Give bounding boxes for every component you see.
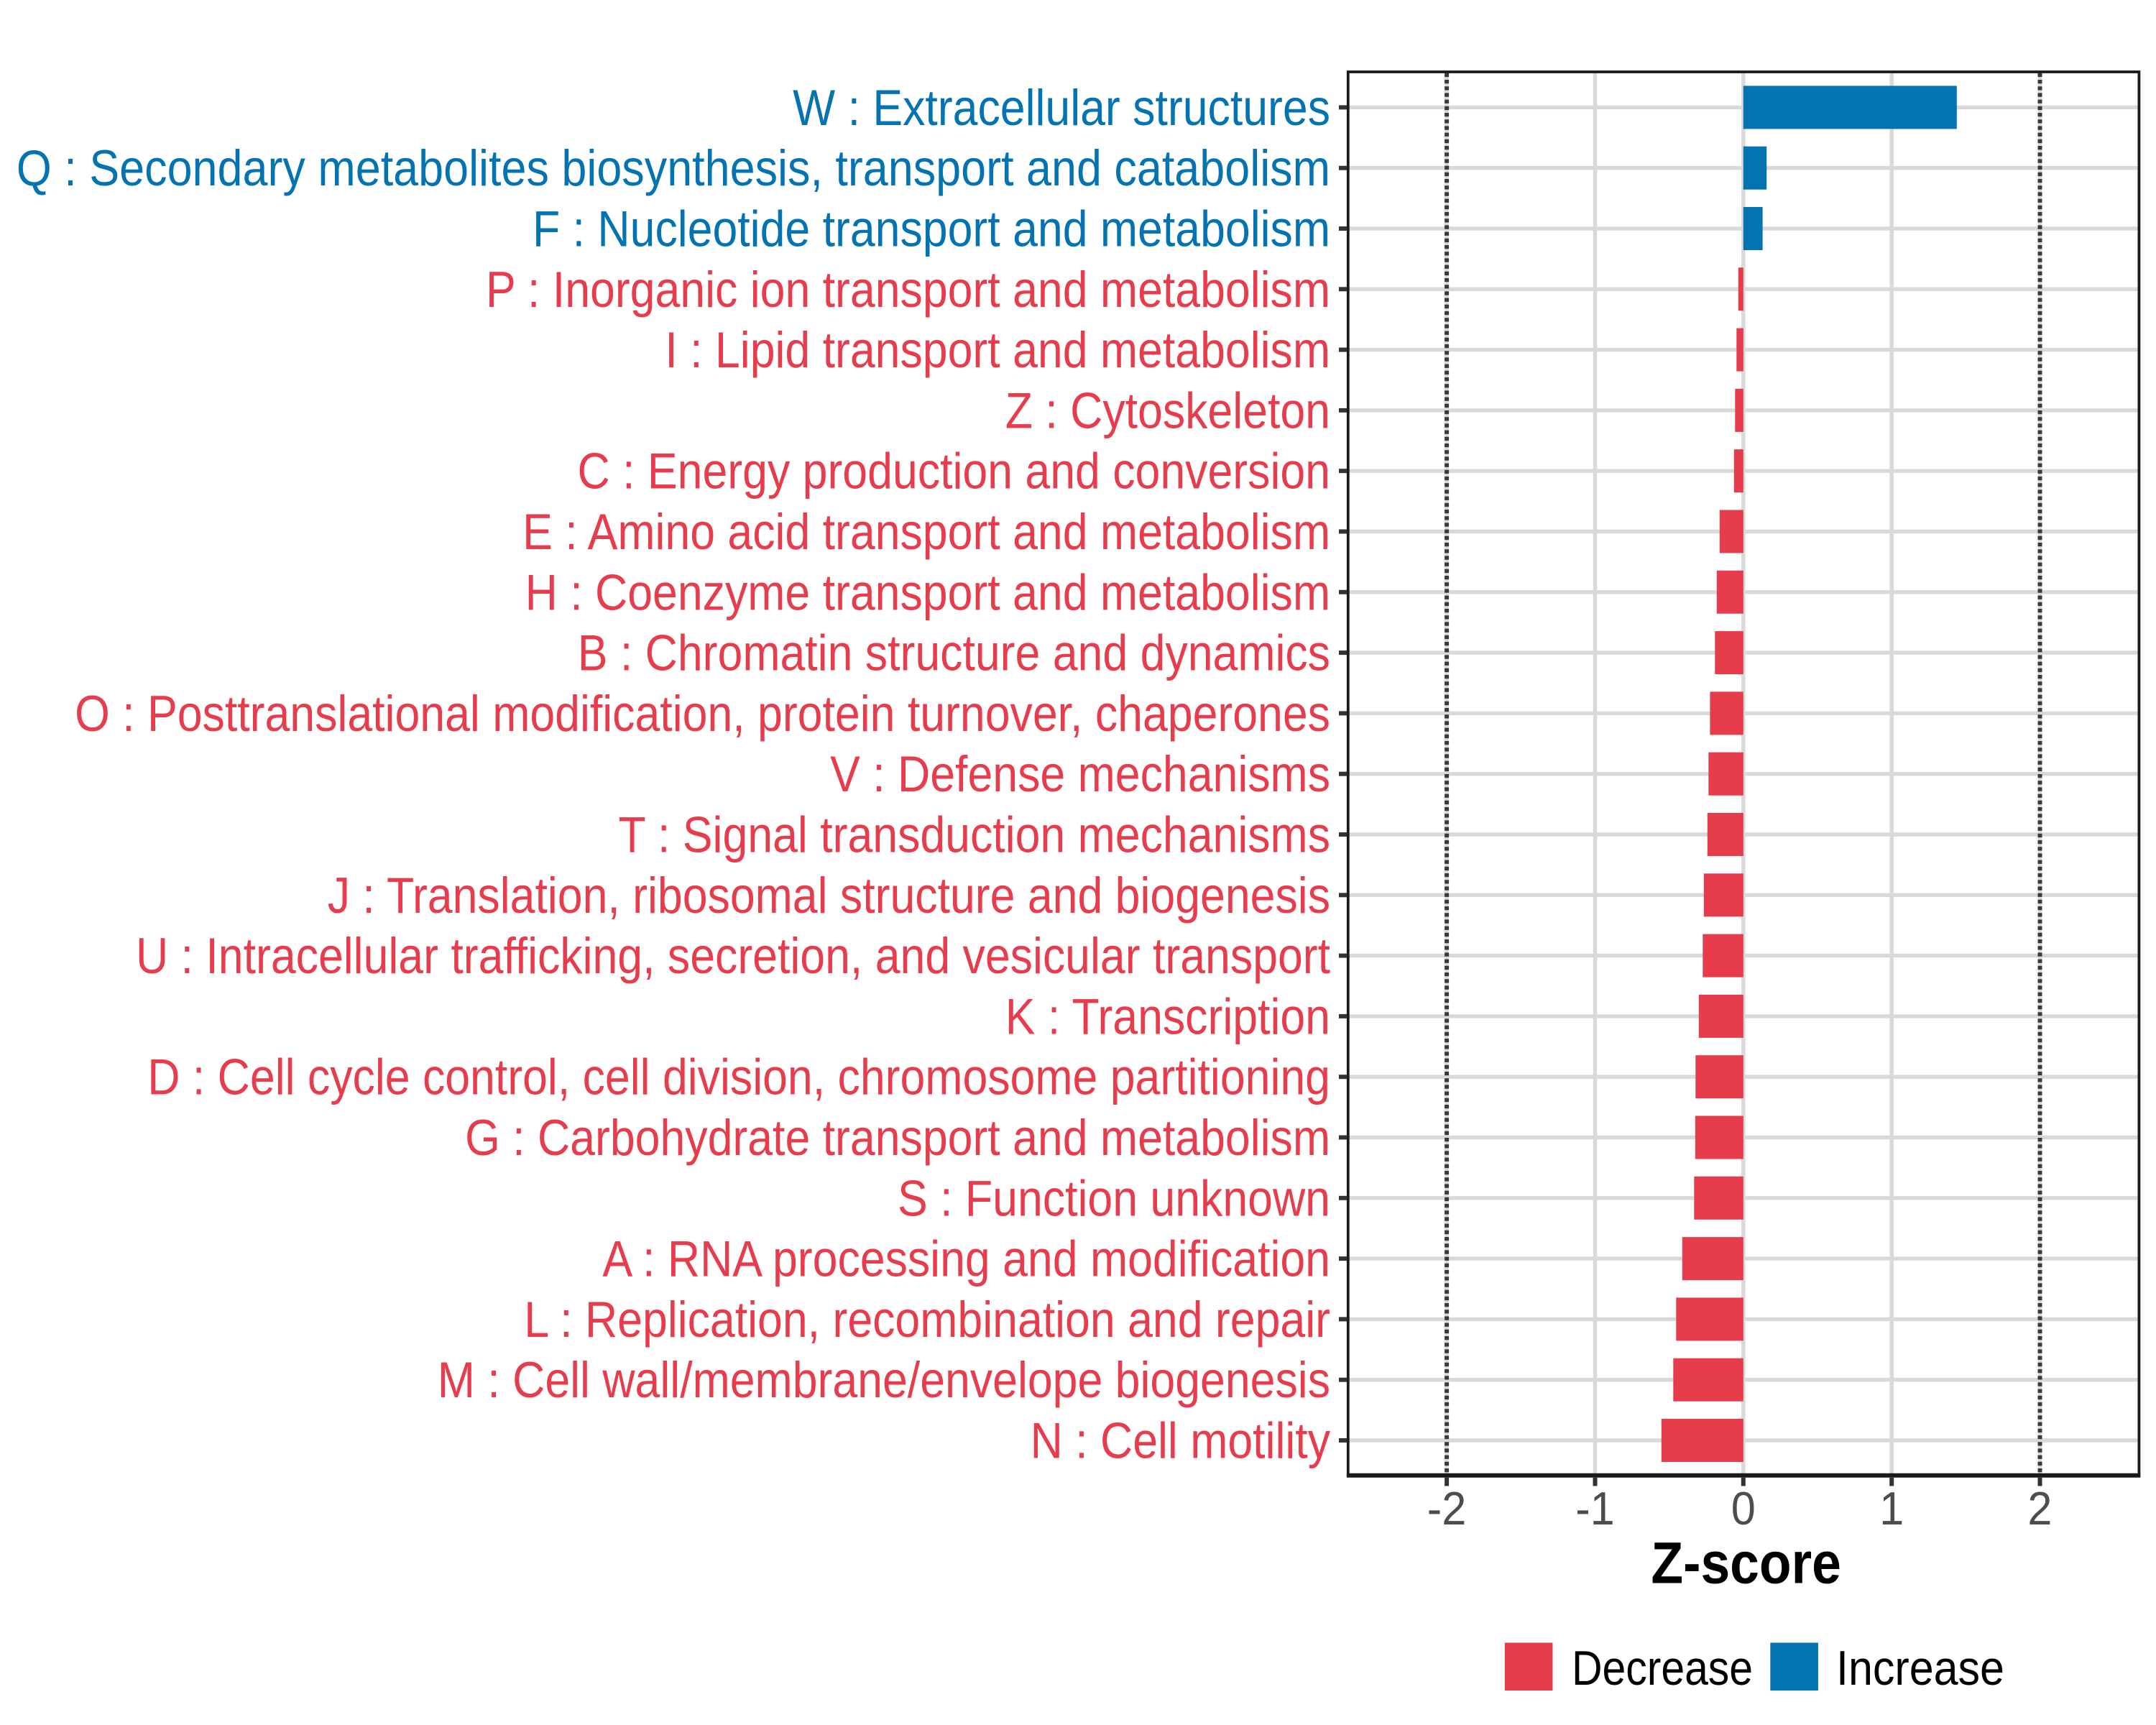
svg-text:F : Nucleotide transport and m: F : Nucleotide transport and metabolism [533,201,1330,257]
svg-text:A : RNA processing and modific: A : RNA processing and modification [602,1230,1330,1287]
svg-text:U : Intracellular trafficking,: U : Intracellular trafficking, secretion… [136,927,1330,984]
svg-text:-2: -2 [1427,1482,1467,1535]
svg-text:B : Chromatin structure and dy: B : Chromatin structure and dynamics [578,625,1330,681]
svg-text:I : Lipid transport and metabo: I : Lipid transport and metabolism [665,321,1330,378]
svg-text:Q : Secondary metabolites bios: Q : Secondary metabolites biosynthesis, … [17,139,1330,196]
svg-text:S : Function unknown: S : Function unknown [898,1169,1330,1226]
svg-text:H : Coenzyme transport and met: H : Coenzyme transport and metabolism [525,564,1330,620]
svg-text:K : Transcription: K : Transcription [1005,988,1330,1044]
svg-text:M : Cell wall/membrane/envelop: M : Cell wall/membrane/envelope biogenes… [438,1351,1330,1408]
svg-text:1: 1 [1879,1482,1904,1535]
svg-text:L : Replication, recombination: L : Replication, recombination and repai… [524,1291,1330,1348]
svg-text:0: 0 [1731,1482,1756,1535]
svg-text:Z-score: Z-score [1651,1530,1841,1596]
svg-text:Increase: Increase [1836,1642,2004,1696]
svg-text:Z : Cytoskeleton: Z : Cytoskeleton [1005,382,1330,438]
svg-text:J : Translation, ribosomal str: J : Translation, ribosomal structure and… [328,867,1330,924]
svg-text:E : Amino acid transport and m: E : Amino acid transport and metabolism [522,503,1330,560]
svg-text:W : Extracellular structures: W : Extracellular structures [793,79,1330,136]
svg-text:O : Posttranslational modifica: O : Posttranslational modification, prot… [75,685,1330,742]
svg-text:P : Inorganic ion transport an: P : Inorganic ion transport and metaboli… [486,261,1330,318]
svg-text:G : Carbohydrate transport and: G : Carbohydrate transport and metabolis… [465,1109,1330,1166]
svg-text:Decrease: Decrease [1572,1642,1753,1696]
svg-text:-1: -1 [1575,1482,1615,1535]
svg-text:D : Cell cycle control, cell d: D : Cell cycle control, cell division, c… [147,1049,1330,1105]
svg-text:V : Defense mechanisms: V : Defense mechanisms [830,745,1330,802]
svg-text:2: 2 [2027,1482,2052,1535]
svg-text:T : Signal transduction mechan: T : Signal transduction mechanisms [619,806,1331,863]
svg-text:N : Cell motility: N : Cell motility [1031,1412,1331,1469]
svg-text:C : Energy production and conv: C : Energy production and conversion [578,443,1331,500]
